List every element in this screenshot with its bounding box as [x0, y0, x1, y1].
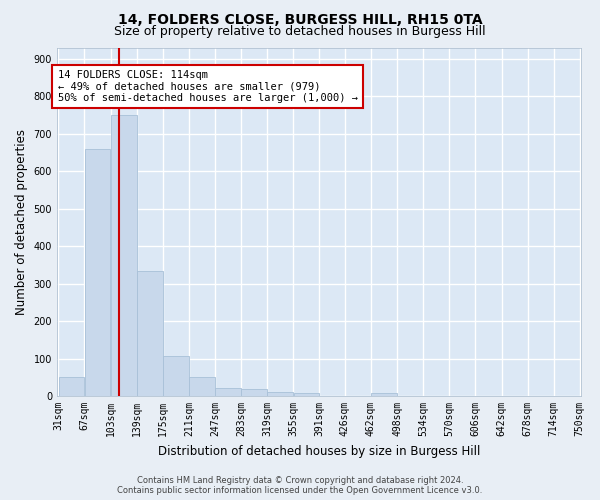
- Y-axis label: Number of detached properties: Number of detached properties: [15, 129, 28, 315]
- Bar: [371, 393, 397, 396]
- Bar: [59, 378, 84, 396]
- Bar: [85, 148, 110, 396]
- Text: Size of property relative to detached houses in Burgess Hill: Size of property relative to detached ho…: [114, 25, 486, 38]
- Text: 14, FOLDERS CLOSE, BURGESS HILL, RH15 0TA: 14, FOLDERS CLOSE, BURGESS HILL, RH15 0T…: [118, 12, 482, 26]
- Bar: [111, 115, 137, 396]
- Bar: [293, 393, 319, 396]
- Text: Contains HM Land Registry data © Crown copyright and database right 2024.
Contai: Contains HM Land Registry data © Crown c…: [118, 476, 482, 495]
- Bar: [189, 378, 215, 396]
- Bar: [241, 390, 267, 396]
- X-axis label: Distribution of detached houses by size in Burgess Hill: Distribution of detached houses by size …: [158, 444, 480, 458]
- Text: 14 FOLDERS CLOSE: 114sqm
← 49% of detached houses are smaller (979)
50% of semi-: 14 FOLDERS CLOSE: 114sqm ← 49% of detach…: [58, 70, 358, 103]
- Bar: [137, 270, 163, 396]
- Bar: [268, 392, 293, 396]
- Bar: [215, 388, 241, 396]
- Bar: [163, 356, 189, 396]
